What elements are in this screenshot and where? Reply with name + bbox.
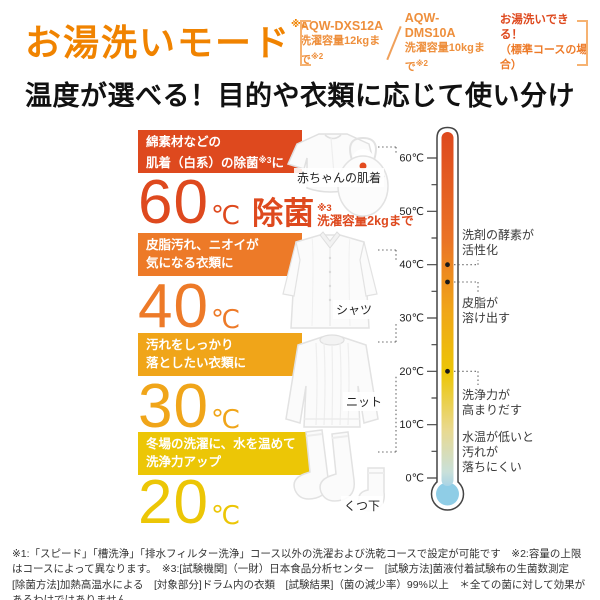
tick-0: 0℃ [406,473,424,485]
bracket-right [577,20,588,66]
model-1: AQW-DXS12A 洗濯容量12kgまで※2 [300,19,383,68]
band-20-temperature: 20 ℃ [138,468,241,537]
tick-30: 30℃ [399,313,424,325]
band-30-temperature: 30 ℃ [138,372,241,441]
thermometer-tick-labels: 60℃ 50℃ 40℃ 30℃ 20℃ 10℃ 0℃ [399,153,424,485]
annotation-leader-lines [454,260,479,385]
band-40-item-label: シャツ [333,300,376,319]
page-title-note: ※1 [291,19,307,30]
model-2-capacity: 洗濯容量10kgまで※2 [405,41,488,75]
annotation-cold-line3: 落ちにくい [462,460,522,474]
band-60-desc-line1: 綿素材などの [146,135,222,149]
sanitize-badge-notes: ※3 洗濯容量2kgまで [317,203,414,228]
band-40-desc-line1: 皮脂汚れ、ニオイが [146,238,259,252]
annotation-cleaning-line2: 高まりだす [462,403,523,417]
annotation-cold-line1: 水温が低いと [462,430,535,444]
headline: 温度が選べる！目的や衣類に応じて使い分け [25,81,575,111]
annotation-markers [445,262,450,374]
annotation-cold-water: 水温が低いと 汚れが 落ちにくい [462,430,534,475]
band-40-desc-line2: 気になる衣類に [146,255,234,270]
annotation-enzyme: 洗剤の酵素が 活性化 [462,228,534,258]
sanitize-badge: 除菌 [252,196,315,231]
band-60-description: 綿素材などの 肌着（白系）の除菌※3に [138,130,302,173]
bracket-left [300,20,311,66]
band-20-desc-line1: 冬場の洗濯に、水を温めて [146,437,296,451]
band-60-desc-tail: に [271,155,285,170]
page-title-text: お湯洗いモード [25,22,292,63]
band-60-unit: ℃ [210,200,241,230]
tick-60: 60℃ [399,153,424,165]
tick-40: 40℃ [399,259,424,271]
annotation-sebum: 皮脂が 溶け出す [462,296,510,326]
band-60-item-label: 赤ちゃんの肌着 [294,168,385,187]
sanitize-note: ※3 [317,203,332,214]
band-60-value: 60 [138,168,209,237]
annotation-enzyme-line1: 洗剤の酵素が [462,228,535,242]
slash-divider [386,26,402,60]
band-20-unit: ℃ [210,500,241,530]
model-info-box: AQW-DXS12A 洗濯容量12kgまで※2 AQW-DMS10A 洗濯容量1… [300,11,588,73]
band-leader-lines [378,146,397,453]
band-30-unit: ℃ [210,404,241,434]
model-2-note: ※2 [415,59,428,68]
band-40-unit: ℃ [210,304,241,334]
model-1-capacity-text: 洗濯容量12kgまで [300,34,381,66]
callout-line1: お湯洗いできる！ [499,14,569,41]
annotation-cold-line2: 汚れが [462,445,499,459]
model-1-note: ※2 [311,51,324,61]
band-60-temperature: 60 ℃ 除菌 ※3 洗濯容量2kgまで [138,168,414,237]
callout-line2: （標準コースの場合） [499,44,588,71]
annotation-enzyme-line2: 活性化 [462,243,499,257]
band-20-item-label: くつ下 [341,496,384,515]
thermometer-diagram: 60℃ 50℃ 40℃ 30℃ 20℃ 10℃ 0℃ [378,126,479,511]
sanitize-capacity: 洗濯容量2kgまで [317,214,414,228]
model-2: AQW-DMS10A 洗濯容量10kgまで※2 [405,11,488,75]
band-20-desc-line2: 洗浄力アップ [146,454,222,469]
annotation-cleaning-power: 洗浄力が 高まりだす [462,388,522,418]
thermometer-tube-fill [441,132,454,486]
model-2-name: AQW-DMS10A [404,11,456,40]
model-2-capacity-text: 洗濯容量10kgまで [404,42,485,73]
band-60-desc-line2: 肌着（白系）の除菌 [146,155,259,170]
annotation-cleaning-line1: 洗浄力が [462,388,511,402]
band-30-desc-line1: 汚れをしっかり [146,338,234,352]
band-40-description: 皮脂汚れ、ニオイが 気になる衣類に [138,233,302,276]
tick-50: 50℃ [399,206,424,218]
annotation-sebum-line1: 皮脂が [462,296,499,310]
thermometer-ticks [427,157,437,479]
band-30-value: 30 [138,372,209,441]
band-30-description: 汚れをしっかり 落としたい衣類に [138,333,302,376]
hot-wash-callout: お湯洗いできる！ （標準コースの場合） [500,13,588,73]
annotation-sebum-line2: 溶け出す [462,311,511,325]
thermometer-bulb-fill [436,482,459,506]
band-30-desc-line2: 落としたい衣類に [146,355,247,370]
tick-20: 20℃ [399,366,424,378]
band-40-value: 40 [138,272,209,341]
band-40-temperature: 40 ℃ [138,272,241,341]
model-1-name: AQW-DXS12A [300,18,384,33]
band-30-item-label: ニット [343,392,386,411]
band-20-value: 20 [138,468,209,537]
band-60-desc-note: ※3 [258,154,272,165]
page-title: お湯洗いモード※1 [25,14,306,66]
model-1-capacity: 洗濯容量12kgまで※2 [300,34,383,68]
tick-10: 10℃ [399,419,424,431]
band-20-description: 冬場の洗濯に、水を温めて 洗浄力アップ [138,432,316,475]
footnotes: ※1:「スピード」「槽洗浄」「排水フィルター洗浄」コース以外の洗濯および洗乾コー… [12,547,586,600]
